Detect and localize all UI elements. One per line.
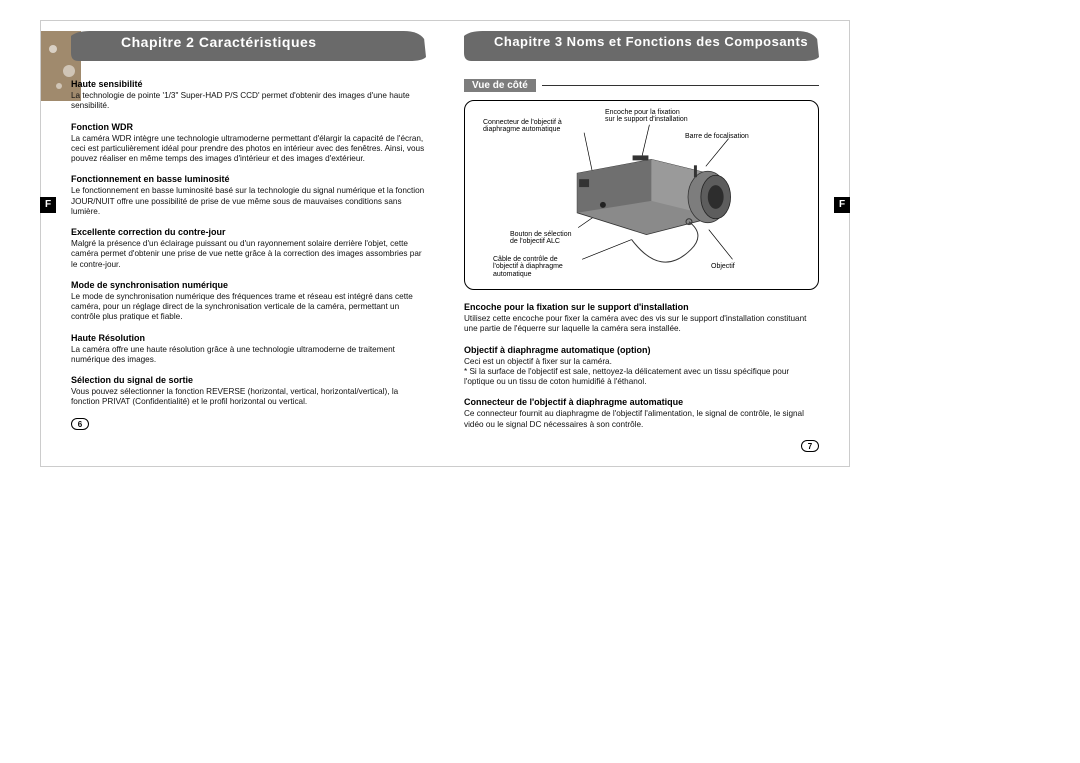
feature-heading: Haute Résolution bbox=[71, 333, 426, 343]
component-descriptions: Encoche pour la fixation sur le support … bbox=[464, 302, 819, 430]
feature-body: La caméra WDR intègre une technologie ul… bbox=[71, 134, 426, 165]
right-page: Chapitre 3 Noms et Fonctions des Composa… bbox=[450, 21, 849, 452]
camera-diagram: Connecteur de l'objectif àdiaphragme aut… bbox=[464, 100, 819, 290]
chapter-band-right: Chapitre 3 Noms et Fonctions des Composa… bbox=[464, 31, 819, 61]
feature-body: La caméra offre une haute résolution grâ… bbox=[71, 345, 426, 366]
page-number-right: 7 bbox=[801, 440, 819, 452]
feature-heading: Mode de synchronisation numérique bbox=[71, 280, 426, 290]
desc-heading: Objectif à diaphragme automatique (optio… bbox=[464, 345, 819, 355]
desc-body: Ce connecteur fournit au diaphragme de l… bbox=[464, 409, 819, 430]
diagram-label-alc-button: Bouton de sélectionde l'objectif ALC bbox=[510, 231, 572, 246]
feature-body: Le mode de synchronisation numérique des… bbox=[71, 292, 426, 323]
diagram-label-lens: Objectif bbox=[711, 263, 735, 270]
chapter-band-left: Chapitre 2 Caractéristiques bbox=[71, 31, 426, 61]
diagram-label-focus-ring: Barre de focalisation bbox=[685, 133, 749, 140]
section-rule bbox=[542, 85, 819, 86]
feature-body: Vous pouvez sélectionner la fonction REV… bbox=[71, 387, 426, 408]
feature-heading: Haute sensibilité bbox=[71, 79, 426, 89]
diagram-label-cable: Câble de contrôle del'objectif à diaphra… bbox=[493, 256, 563, 278]
desc-body: Ceci est un objectif à fixer sur la camé… bbox=[464, 357, 819, 388]
manual-spread: F F Chapitre 2 Caractéristiques Haute se… bbox=[40, 20, 850, 467]
chapter-title-left: Chapitre 2 Caractéristiques bbox=[121, 34, 317, 50]
feature-heading: Sélection du signal de sortie bbox=[71, 375, 426, 385]
diagram-label-connector: Connecteur de l'objectif àdiaphragme aut… bbox=[483, 119, 562, 134]
feature-body: Le fonctionnement en basse luminosité ba… bbox=[71, 186, 426, 217]
left-page: Chapitre 2 Caractéristiques Haute sensib… bbox=[41, 21, 440, 452]
section-tab: Vue de côté bbox=[464, 79, 536, 92]
desc-heading: Connecteur de l'objectif à diaphragme au… bbox=[464, 397, 819, 407]
diagram-label-mount-notch: Encoche pour la fixationsur le support d… bbox=[605, 109, 688, 124]
feature-list: Haute sensibilité La technologie de poin… bbox=[71, 79, 426, 408]
page-number-left: 6 bbox=[71, 418, 89, 430]
feature-heading: Fonction WDR bbox=[71, 122, 426, 132]
feature-body: La technologie de pointe '1/3" Super-HAD… bbox=[71, 91, 426, 112]
feature-heading: Fonctionnement en basse luminosité bbox=[71, 174, 426, 184]
feature-body: Malgré la présence d'un éclairage puissa… bbox=[71, 239, 426, 270]
chapter-title-right: Chapitre 3 Noms et Fonctions des Composa… bbox=[494, 34, 808, 49]
desc-body: Utilisez cette encoche pour fixer la cam… bbox=[464, 314, 819, 335]
feature-heading: Excellente correction du contre-jour bbox=[71, 227, 426, 237]
section-header: Vue de côté bbox=[464, 79, 819, 92]
desc-heading: Encoche pour la fixation sur le support … bbox=[464, 302, 819, 312]
